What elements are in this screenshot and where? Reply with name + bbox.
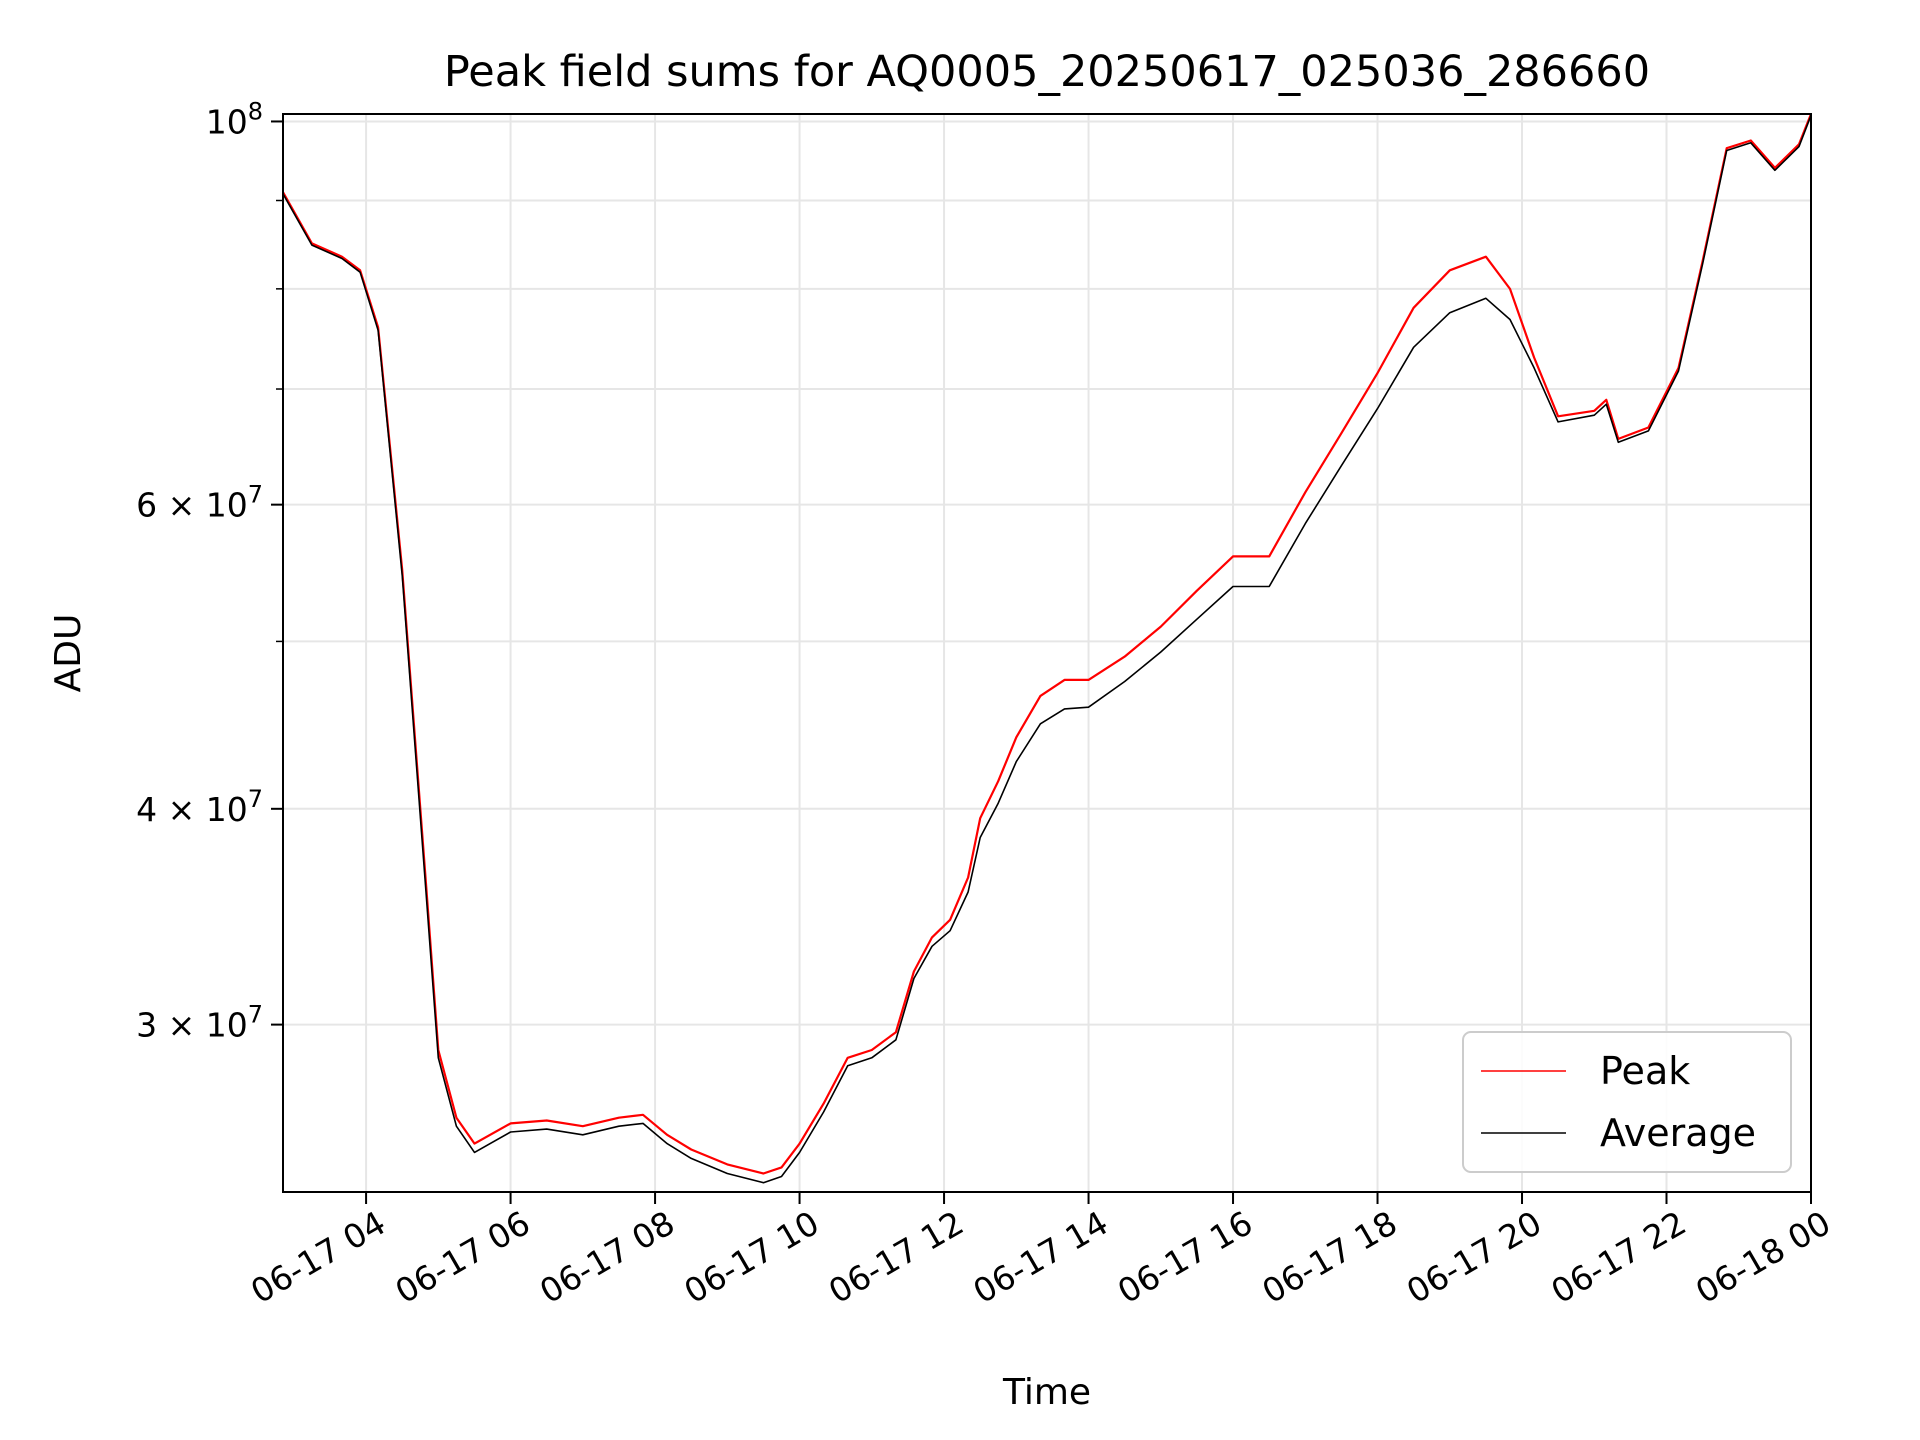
- y-tick-label: 4 × 107: [136, 785, 263, 829]
- x-tick-label: 06-17 14: [967, 1203, 1115, 1311]
- legend-box: [1462, 1031, 1792, 1173]
- series-layer: [282, 113, 1813, 1184]
- legend-label-peak: Peak: [1600, 1049, 1690, 1093]
- x-tick-label: 06-17 06: [389, 1203, 537, 1311]
- y-tick-label: 108: [206, 97, 263, 141]
- x-tick-label: 06-17 18: [1256, 1203, 1404, 1311]
- y-tick-label: 6 × 107: [136, 481, 263, 525]
- series-line-average: [282, 115, 1812, 1184]
- chart-title: Peak field sums for AQ0005_20250617_0250…: [444, 47, 1650, 97]
- x-tick-label: 06-17 04: [244, 1203, 392, 1311]
- x-axis-label: Time: [1002, 1372, 1091, 1413]
- x-tick-label: 06-17 22: [1545, 1203, 1693, 1311]
- x-tick-label: 06-17 20: [1400, 1203, 1548, 1311]
- x-tick-label: 06-17 16: [1111, 1203, 1259, 1311]
- x-tick-label: 06-17 08: [533, 1203, 681, 1311]
- legend: Peak Average: [1462, 1031, 1792, 1173]
- series-line-peak: [282, 113, 1813, 1175]
- y-axis: 3 × 107 4 × 107 6 × 107 108: [136, 97, 283, 1045]
- x-tick-label: 06-17 10: [678, 1203, 826, 1311]
- legend-label-average: Average: [1600, 1111, 1756, 1155]
- plot-frame: [282, 113, 1812, 1193]
- x-tick-label: 06-18 00: [1689, 1203, 1837, 1311]
- y-tick-label: 3 × 107: [136, 1001, 263, 1045]
- grid-lines: [283, 114, 1812, 1192]
- y-axis-label: ADU: [48, 614, 89, 693]
- x-tick-label: 06-17 12: [822, 1203, 970, 1311]
